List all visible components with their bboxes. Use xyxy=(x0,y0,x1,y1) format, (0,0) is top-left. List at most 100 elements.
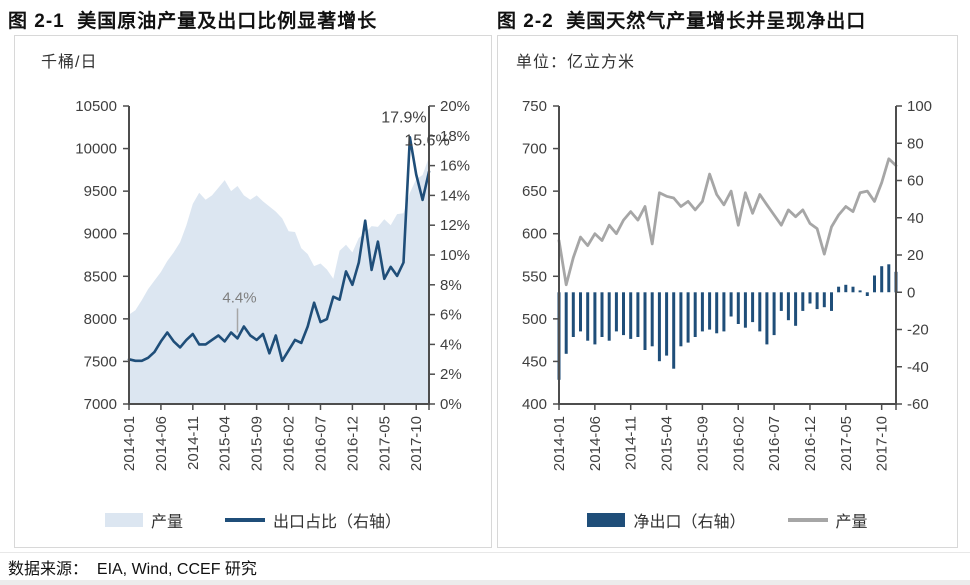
bar-series-bar xyxy=(679,292,683,347)
x-axis-label: 2015-09 xyxy=(249,416,266,471)
x-axis-label: 2016-12 xyxy=(344,416,361,471)
fig1-unit-label: 千桶/日 xyxy=(41,54,98,71)
fig2-chart-canvas: 750 700 650 600 550 500 450 400 100 80 60 40 20 0 -20 -… xyxy=(522,98,932,471)
x-axis-label: 2015-09 xyxy=(694,416,711,471)
annotation-label: 15.6% xyxy=(404,133,449,150)
y-axis-left-label: 400 xyxy=(522,396,547,413)
y-axis-right-label: 20% xyxy=(440,98,470,115)
legend-label: 产量 xyxy=(150,514,183,531)
annotation-label: 4.4% xyxy=(222,289,256,306)
bar-series-bar xyxy=(815,292,819,310)
y-axis-right-label: 14% xyxy=(440,187,470,204)
y-axis-right-label: 12% xyxy=(440,217,470,234)
y-axis-right-label: 6% xyxy=(440,307,462,324)
x-axis-label: 2017-05 xyxy=(376,416,393,471)
fig2-title: 图 2-2 美国天然气产量增长并呈现净出口 xyxy=(497,11,867,32)
bar-series-bar xyxy=(830,292,833,311)
y-axis-right-label: 0% xyxy=(440,396,462,413)
fig1-legend: 产量 出口占比（右轴） xyxy=(15,508,491,532)
fig2-unit-label: 单位：亿立方米 xyxy=(516,54,636,71)
y-axis-right-label: 0 xyxy=(907,284,915,301)
y-axis-left-label: 8500 xyxy=(84,268,117,285)
y-axis-right-label: 40 xyxy=(907,210,924,227)
legend-line-swatch xyxy=(225,518,265,522)
bar-series-bar xyxy=(751,292,755,323)
area-series xyxy=(129,157,429,404)
bar-series-bar xyxy=(665,292,669,356)
legend-label: 产量 xyxy=(835,514,868,531)
page-bottom-strip xyxy=(0,580,970,585)
y-axis-left-label: 700 xyxy=(522,141,547,158)
bar-series-bar xyxy=(844,284,848,293)
bar-series-bar xyxy=(593,292,597,345)
footer-separator xyxy=(0,552,970,553)
legend-item: 产量 xyxy=(104,508,183,532)
data-source-note: 数据来源： EIA, Wind, CCEF 研究 xyxy=(8,561,257,578)
bar-series-bar xyxy=(822,292,826,308)
y-axis-left-label: 450 xyxy=(522,353,547,370)
bar-series-bar xyxy=(672,292,676,369)
bar-series-bar xyxy=(700,292,704,332)
x-axis-label: 2017-10 xyxy=(408,416,425,471)
y-axis-left-label: 10000 xyxy=(75,141,117,158)
y-axis-left-label: 8000 xyxy=(84,311,117,328)
bar-series-bar xyxy=(586,292,590,341)
x-axis-label: 2015-04 xyxy=(217,416,234,471)
legend-label: 净出口（右轴） xyxy=(633,514,746,531)
x-axis-label: 2017-05 xyxy=(838,416,855,471)
fig1-title: 图 2-1 美国原油产量及出口比例显著增长 xyxy=(8,11,378,32)
bar-series-bar xyxy=(873,275,876,293)
line-series xyxy=(127,136,431,363)
legend-item: 产量 xyxy=(787,508,868,532)
bar-series-bar xyxy=(865,292,869,296)
y-axis-left-label: 550 xyxy=(522,268,547,285)
bar-series-bar xyxy=(636,292,640,337)
bar-series-bar xyxy=(657,292,661,362)
bar-series-bar xyxy=(614,292,618,332)
x-axis-label: 2014-06 xyxy=(587,416,604,471)
line-series xyxy=(557,157,898,287)
bar-series-bar xyxy=(779,292,783,311)
y-axis-right-label: -20 xyxy=(907,322,929,339)
bar-series-bar xyxy=(693,292,697,337)
bar-series-bar xyxy=(643,292,647,350)
bar-series-bar xyxy=(786,292,790,321)
bar-series-bar xyxy=(758,292,762,332)
legend-item: 出口占比（右轴） xyxy=(225,508,401,532)
bar-series-bar xyxy=(851,286,855,293)
bar-series-bar xyxy=(729,292,733,317)
bar-series-bar xyxy=(571,292,575,337)
y-axis-right-label: 80 xyxy=(907,135,924,152)
x-axis-label: 2016-07 xyxy=(313,416,330,471)
legend-item: 净出口（右轴） xyxy=(587,508,746,532)
x-axis-label: 2014-01 xyxy=(121,416,138,471)
y-axis-left-label: 9500 xyxy=(84,183,117,200)
x-axis-label: 2016-02 xyxy=(281,416,298,471)
x-axis-label: 2016-12 xyxy=(802,416,819,471)
y-axis-right-label: -60 xyxy=(907,396,929,413)
y-axis-left-label: 7500 xyxy=(84,353,117,370)
y-axis-right-label: 20 xyxy=(907,247,924,264)
bar-series-bar xyxy=(887,264,891,293)
y-axis-right-label: 100 xyxy=(907,98,932,115)
bar-series-bar xyxy=(564,292,568,354)
y-axis-right-label: 18% xyxy=(440,128,470,145)
fig2-panel: 单位：亿立方米 750 700 650 600 550 500 450 400 100 80 60 4… xyxy=(497,35,958,548)
x-axis-label: 2014-11 xyxy=(185,416,202,470)
x-axis-label: 2017-10 xyxy=(874,416,891,471)
y-axis-left-label: 7000 xyxy=(84,396,117,413)
fig1-panel: 千桶/日 10500 10000 9500 9000 8500 8000 7500 7000 2… xyxy=(14,35,492,548)
x-axis-label: 2016-07 xyxy=(766,416,783,471)
y-axis-left-label: 650 xyxy=(522,183,547,200)
y-axis-left-label: 750 xyxy=(522,98,547,115)
x-axis-label: 2016-02 xyxy=(730,416,747,471)
x-axis-label: 2014-06 xyxy=(153,416,170,471)
bar-series-bar xyxy=(722,292,726,332)
bar-series-bar xyxy=(794,292,798,326)
bar-series-bar xyxy=(629,292,633,339)
x-axis-label: 2014-11 xyxy=(623,416,640,470)
bar-series-bar xyxy=(686,292,690,343)
bar-series-bar xyxy=(837,286,841,293)
bar-series-bar xyxy=(880,266,884,293)
legend-line-swatch xyxy=(787,518,828,522)
